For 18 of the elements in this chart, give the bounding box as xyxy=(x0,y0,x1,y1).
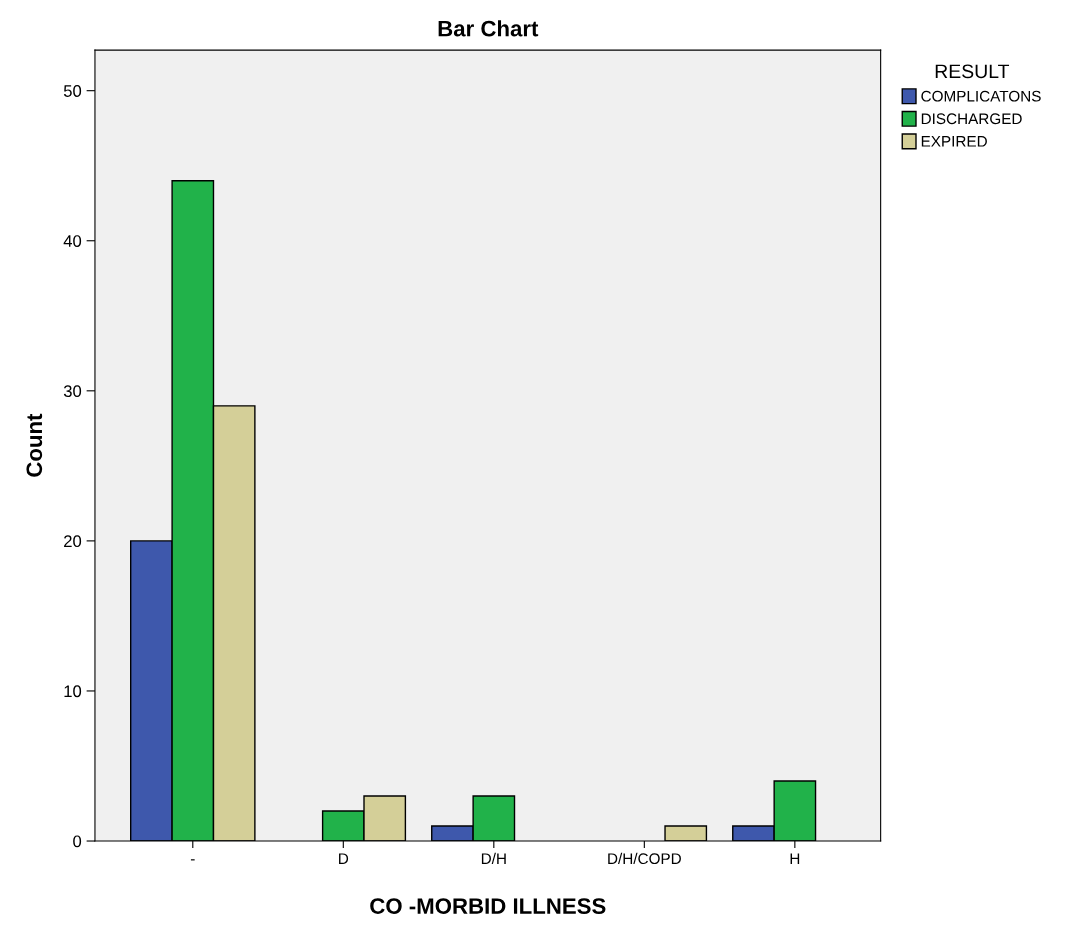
x-tick-label: - xyxy=(190,859,195,861)
legend-label: DISCHARGED xyxy=(921,113,1022,125)
y-tick-label: 10 xyxy=(64,685,82,698)
legend-label: COMPLICATONS xyxy=(921,90,1041,102)
x-axis-title: CO -MORBID ILLNESS xyxy=(370,898,606,914)
y-tick-label: 50 xyxy=(63,85,82,97)
x-tick-label: D/H/COPD xyxy=(608,852,681,865)
y-tick-label: 0 xyxy=(73,835,82,848)
x-tick-label: D xyxy=(339,853,349,864)
y-tick-label: 30 xyxy=(63,385,82,398)
y-axis-title: Count xyxy=(26,413,43,477)
x-tick-label: H xyxy=(790,853,800,864)
y-tick-label: 20 xyxy=(64,535,82,548)
y-tick-label: 40 xyxy=(63,235,82,247)
x-tick-label: D/H xyxy=(481,852,506,865)
chart-title: Bar Chart xyxy=(438,20,539,37)
legend-label: EXPIRED xyxy=(921,136,987,147)
legend-title: RESULT xyxy=(935,64,1010,79)
